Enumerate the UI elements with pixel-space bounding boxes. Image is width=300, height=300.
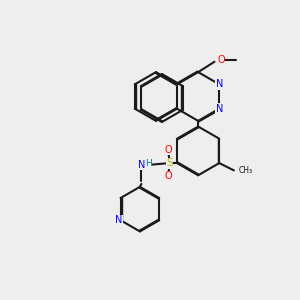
Text: S: S [166, 158, 173, 168]
Text: H: H [146, 159, 152, 168]
Text: N: N [216, 104, 223, 114]
Text: O: O [164, 172, 172, 182]
Text: N: N [116, 215, 123, 225]
Text: N: N [216, 79, 223, 89]
Text: O: O [164, 145, 172, 155]
Text: O: O [217, 55, 225, 65]
Text: N: N [138, 160, 145, 170]
Text: CH₃: CH₃ [238, 166, 253, 175]
